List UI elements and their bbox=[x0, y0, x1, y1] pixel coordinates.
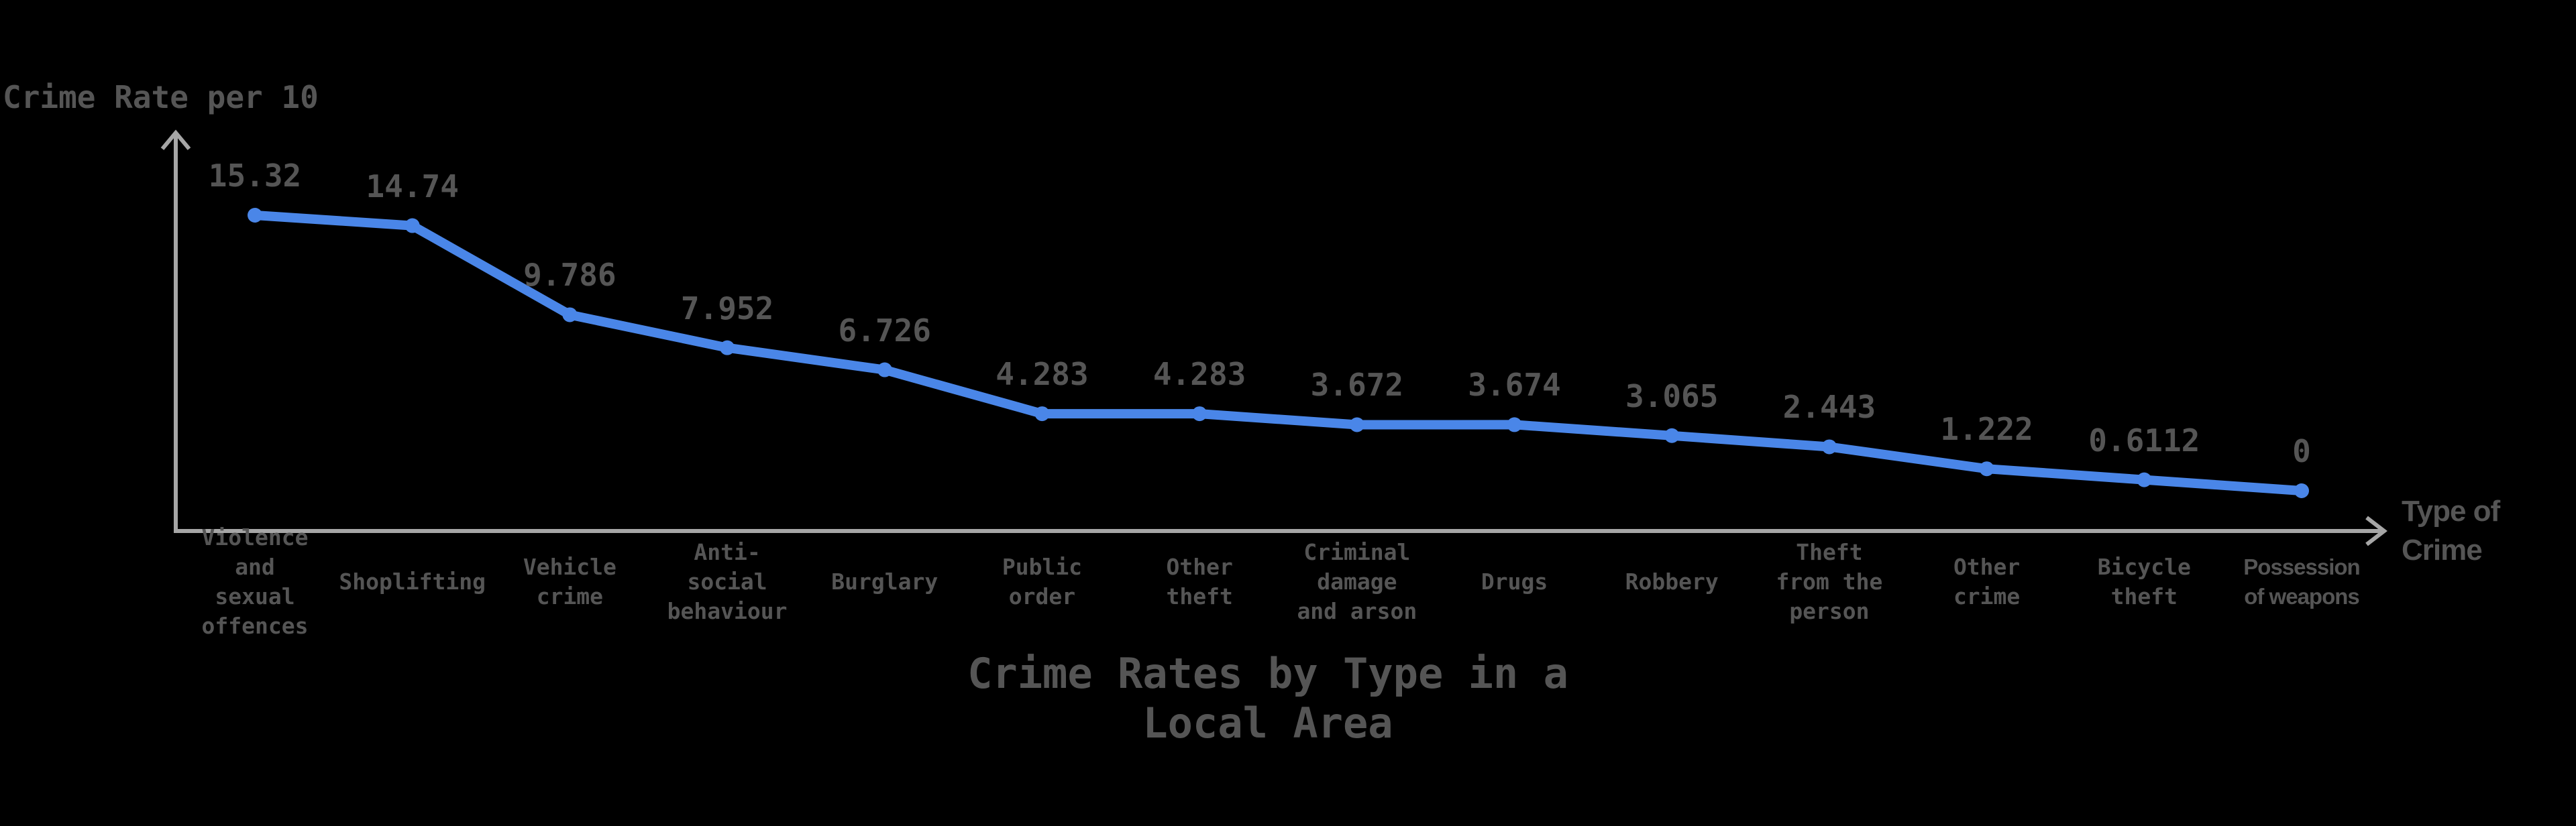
x-tick-label: Other crime bbox=[1910, 552, 2064, 611]
x-tick-label: Public order bbox=[965, 552, 1119, 611]
data-point-marker bbox=[1664, 428, 1680, 443]
x-tick-label-line: person bbox=[1789, 598, 1870, 624]
chart-title-line2: Local Area bbox=[1142, 699, 1393, 748]
x-tick-label-line: and arson bbox=[1297, 598, 1417, 624]
x-tick-label-line: Public bbox=[1002, 554, 1083, 580]
x-tick-label-line: Violence bbox=[201, 524, 309, 550]
y-axis-arrow-icon bbox=[160, 129, 191, 150]
x-axis-arrow-icon bbox=[2365, 516, 2387, 546]
data-point-marker bbox=[1979, 461, 1994, 477]
value-label: 2.443 bbox=[1782, 389, 1876, 426]
y-axis-title: Crime Rate per 10 bbox=[3, 79, 319, 115]
x-tick-label-line: Other bbox=[1166, 554, 1233, 580]
x-tick-label-line: crime bbox=[536, 583, 604, 609]
series-line bbox=[250, 211, 2306, 495]
value-label: 3.065 bbox=[1625, 377, 1719, 414]
data-point-marker bbox=[1821, 439, 1837, 455]
x-tick-label-line: Burglary bbox=[831, 569, 938, 595]
value-label: 9.786 bbox=[523, 257, 616, 294]
data-point-marker bbox=[2137, 472, 2152, 487]
x-tick-label: Shoplifting bbox=[335, 567, 490, 597]
x-axis-title: Type of Crime bbox=[2402, 492, 2500, 570]
x-tick-label: Criminal damage and arson bbox=[1280, 538, 1434, 626]
x-tick-label-line: Robbery bbox=[1625, 569, 1719, 595]
x-tick-label: Burglary bbox=[808, 567, 962, 597]
value-label: 0.6112 bbox=[2088, 422, 2200, 459]
x-tick-label-line: crime bbox=[1953, 583, 2021, 609]
x-tick-label: Possession of weapons bbox=[2224, 552, 2379, 611]
chart-title: Crime Rates by Type in a Local Area bbox=[885, 649, 1650, 748]
x-tick-label-line: Criminal bbox=[1303, 539, 1411, 565]
value-label: 4.283 bbox=[1152, 356, 1246, 393]
data-point-marker bbox=[562, 307, 578, 322]
data-point-marker bbox=[1349, 417, 1364, 432]
x-tick-label-line: Drugs bbox=[1481, 569, 1548, 595]
x-tick-label-line: behaviour bbox=[667, 598, 788, 624]
chart-title-line1: Crime Rates by Type in a bbox=[967, 649, 1568, 698]
x-tick-label: Bicycle theft bbox=[2067, 552, 2221, 611]
x-tick-label: Robbery bbox=[1595, 567, 1749, 597]
x-tick-label-line: from the bbox=[1776, 569, 1883, 595]
x-tick-label-line: sexual bbox=[215, 583, 295, 609]
x-tick-label-line: order bbox=[1008, 583, 1076, 609]
x-axis-title-line2: Crime bbox=[2402, 534, 2483, 567]
x-tick-label-line: Theft bbox=[1796, 539, 1863, 565]
x-tick-label-line: damage bbox=[1317, 569, 1397, 595]
x-tick-label: Drugs bbox=[1438, 567, 1592, 597]
value-label: 3.672 bbox=[1310, 367, 1404, 404]
x-tick-label: Vehicle crime bbox=[492, 552, 647, 611]
x-tick-label-line: offences bbox=[201, 613, 309, 639]
x-tick-label-line: of weapons bbox=[2244, 584, 2360, 609]
x-tick-label-line: theft bbox=[2110, 583, 2178, 609]
value-label: 7.952 bbox=[680, 290, 774, 327]
value-label: 15.32 bbox=[208, 158, 302, 194]
x-tick-label-line: Shoplifting bbox=[339, 569, 486, 595]
data-point-marker bbox=[2294, 483, 2309, 498]
x-tick-label: Theft from the person bbox=[1752, 538, 1907, 626]
data-point-marker bbox=[405, 218, 420, 233]
value-label: 6.726 bbox=[838, 312, 931, 349]
x-tick-label-line: social bbox=[687, 569, 767, 595]
x-tick-label-line: Bicycle bbox=[2097, 554, 2191, 580]
data-point-marker bbox=[1034, 406, 1050, 422]
value-label: 0 bbox=[2292, 433, 2311, 469]
value-label: 14.74 bbox=[366, 168, 459, 204]
x-tick-label-line: Possession bbox=[2243, 554, 2360, 579]
data-point-marker bbox=[1192, 406, 1208, 422]
x-tick-label-line: Vehicle bbox=[523, 554, 616, 580]
x-tick-label: Other theft bbox=[1122, 552, 1277, 611]
x-tick-label: Anti-social behaviour bbox=[650, 538, 804, 626]
data-point-marker bbox=[877, 362, 892, 377]
x-tick-label-line: and bbox=[235, 554, 275, 580]
value-label: 4.283 bbox=[996, 356, 1089, 393]
x-tick-label-line: Anti- bbox=[694, 539, 761, 565]
data-markers bbox=[248, 208, 2309, 498]
x-axis-title-line1: Type of bbox=[2402, 495, 2500, 528]
x-tick-label-line: Other bbox=[1953, 554, 2021, 580]
data-point-marker bbox=[248, 208, 262, 223]
data-point-marker bbox=[720, 340, 735, 355]
value-label: 3.674 bbox=[1468, 367, 1561, 404]
value-label: 1.222 bbox=[1940, 411, 2033, 448]
x-tick-label-line: theft bbox=[1166, 583, 1233, 609]
x-tick-label: Violence and sexual offences bbox=[178, 523, 332, 641]
data-point-marker bbox=[1507, 417, 1522, 432]
